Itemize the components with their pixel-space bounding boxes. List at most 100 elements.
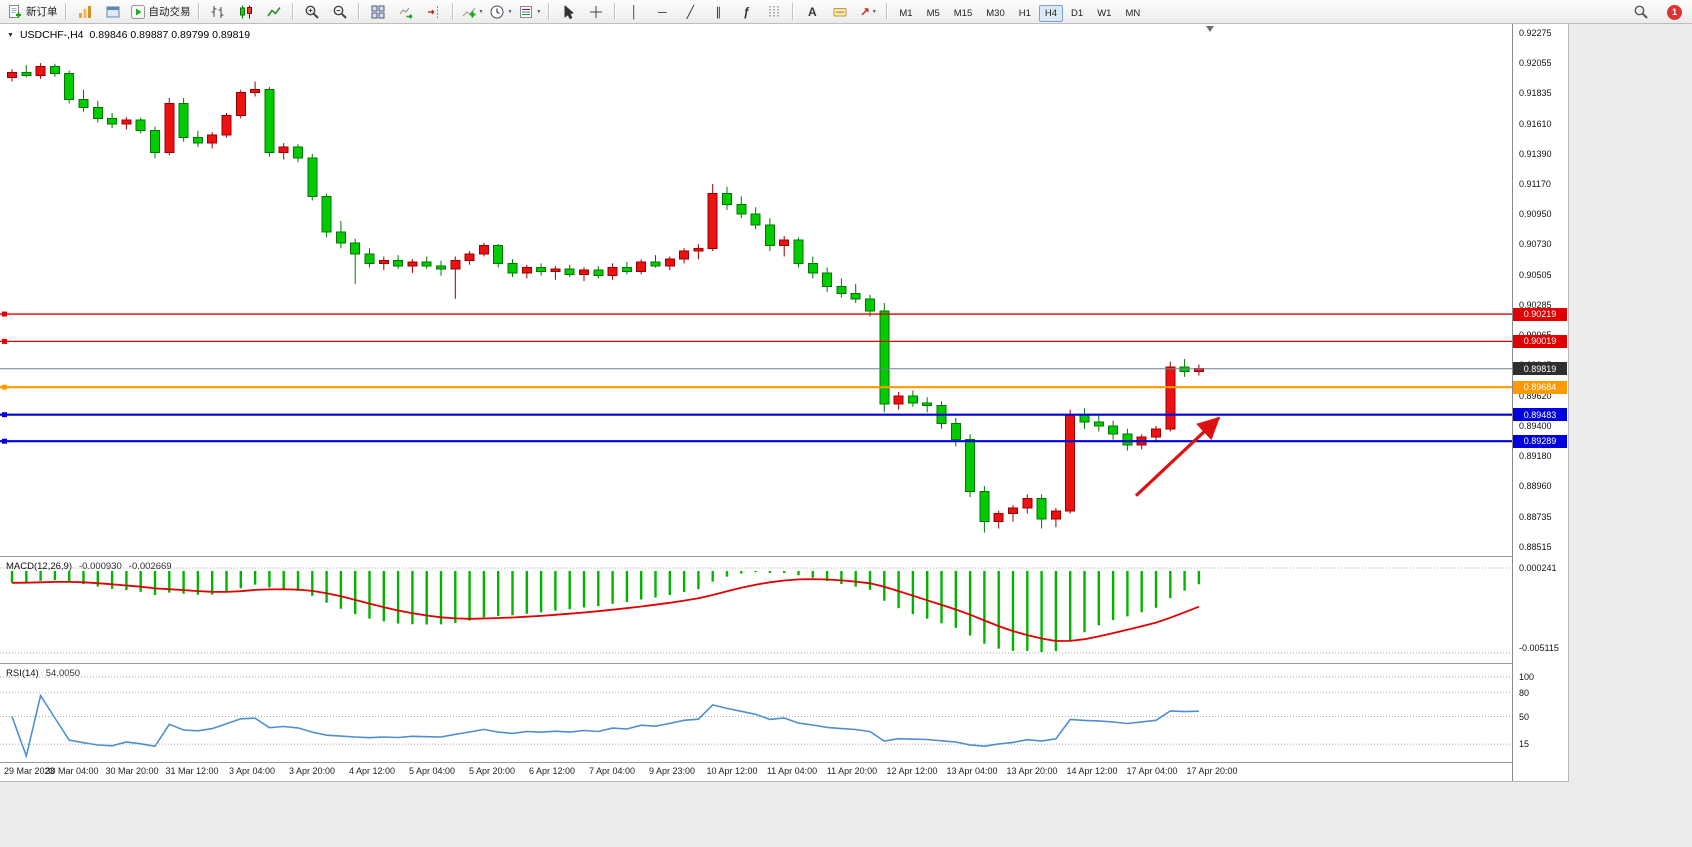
timeframe-h4-button[interactable]: H4	[1038, 4, 1064, 22]
line-anchor-marker[interactable]	[2, 438, 7, 444]
templates-button[interactable]: ▼	[515, 1, 544, 23]
rsi-axis-label: 15	[1519, 739, 1530, 750]
candle-down	[1122, 433, 1133, 446]
candle-down	[950, 422, 961, 441]
candle-up	[1151, 428, 1161, 438]
auto-scroll-button[interactable]	[392, 1, 420, 23]
candle-down	[150, 130, 160, 154]
candle-down	[92, 107, 103, 119]
trendline-button[interactable]: ╱	[676, 1, 704, 23]
crosshair-button[interactable]	[582, 1, 610, 23]
symbol-period-label: USDCHF-,H4	[19, 29, 84, 41]
time-axis[interactable]: 29 Mar 2023 30 Mar 04:00 30 Mar 20:00 31 Ma…	[0, 763, 1512, 781]
macd-pane[interactable]	[0, 557, 1512, 663]
candlestick-chart-button[interactable]	[232, 1, 260, 23]
candle-up	[1165, 366, 1176, 430]
candle-up	[250, 89, 261, 93]
candle-up	[164, 102, 175, 154]
line-anchor-marker[interactable]	[2, 412, 7, 418]
cursor-button[interactable]	[554, 1, 582, 23]
timeframe-m15-button[interactable]: M15	[953, 7, 973, 19]
candle-up	[464, 253, 475, 262]
search-button[interactable]	[1627, 1, 1655, 23]
tile-windows-button[interactable]	[364, 1, 392, 23]
date-tick-label: 7 Apr 04:00	[588, 766, 636, 776]
date-tick-label: 13 Apr 20:00	[1006, 766, 1058, 776]
candle-up	[579, 269, 589, 275]
date-tick-label: 30 Mar 04:00	[45, 766, 99, 776]
line-anchor-marker[interactable]	[2, 384, 7, 390]
candle-up	[707, 193, 718, 249]
rsi-axis-label: 50	[1519, 711, 1530, 722]
candle-down	[807, 262, 818, 274]
candle-down	[764, 224, 775, 247]
price-pane[interactable]	[0, 24, 1512, 557]
timeframe-d1-button[interactable]: D1	[1071, 7, 1084, 19]
timeframe-m1-button[interactable]: M1	[899, 7, 913, 19]
trend-arrow-annotation[interactable]	[1134, 416, 1221, 497]
chart-menu-icon[interactable]: ▼	[7, 31, 14, 39]
candle-down	[593, 269, 604, 277]
timeframe-w1-button[interactable]: W1	[1097, 7, 1112, 19]
text-label-icon	[833, 7, 847, 16]
periods-button[interactable]: ▼	[486, 1, 515, 23]
fibonacci-button[interactable]: ƒ	[732, 1, 760, 23]
candle-up	[450, 260, 461, 270]
bar-chart-button[interactable]	[204, 1, 232, 23]
equidistant-channel-button[interactable]: ∥	[704, 1, 732, 23]
candle-down	[536, 266, 547, 273]
notifications-badge[interactable]: 1	[1667, 4, 1682, 20]
date-tick-label: 17 Apr 20:00	[1186, 766, 1238, 776]
line-chart-button[interactable]	[260, 1, 288, 23]
zoom-in-button[interactable]	[298, 1, 326, 23]
candle-up	[207, 134, 218, 144]
navigator-icon	[106, 6, 119, 17]
navigator-button[interactable]	[99, 1, 127, 23]
timeframe-h1-button[interactable]: H1	[1018, 7, 1031, 19]
date-tick-label: 14 Apr 12:00	[1066, 766, 1118, 776]
timeframe-m30-button[interactable]: M30	[986, 7, 1005, 19]
text-button[interactable]: A	[798, 1, 826, 23]
candle-down	[421, 261, 432, 267]
candle-up	[664, 258, 675, 267]
horizontal-line-button[interactable]: ─	[648, 1, 676, 23]
text-label-button[interactable]	[826, 1, 854, 23]
rsi-pane[interactable]	[0, 664, 1512, 762]
chevron-down-icon: ▼	[478, 8, 484, 15]
price-tag: 0.89684	[1513, 380, 1567, 394]
candle-up	[521, 266, 532, 274]
timeframe-m5-button[interactable]: M5	[926, 7, 940, 19]
cycle-lines-icon	[769, 5, 779, 18]
indicators-button[interactable]: ▼	[458, 1, 487, 23]
price-scale[interactable]: 0.000241 -0.005115 0.92275 0.92055 0.91835…	[1512, 24, 1568, 781]
chevron-down-icon: ▼	[536, 8, 542, 15]
market-watch-button[interactable]	[71, 1, 99, 23]
candle-up	[1065, 414, 1076, 512]
cursor-icon	[564, 5, 574, 19]
line-anchor-marker[interactable]	[2, 311, 7, 317]
pane-separator[interactable]	[0, 556, 1568, 557]
candle-up	[607, 266, 618, 277]
vertical-line-button[interactable]: │	[620, 1, 648, 23]
toolbar-separator	[357, 3, 360, 20]
price-tick-label: 0.89180	[1519, 451, 1552, 462]
new-order-button[interactable]: 新订单	[4, 1, 61, 23]
zoom-out-button[interactable]	[326, 1, 354, 23]
zoom-out-icon	[333, 5, 347, 19]
arrows-button[interactable]: ↗ ▼	[854, 1, 882, 23]
timeframe-mn-button[interactable]: MN	[1125, 7, 1141, 19]
candle-down	[192, 137, 203, 144]
line-anchor-marker[interactable]	[2, 338, 7, 344]
candle-down	[350, 242, 361, 255]
cycle-lines-button[interactable]	[760, 1, 788, 23]
pane-separator[interactable]	[0, 663, 1568, 664]
auto-scroll-icon	[399, 7, 412, 19]
toolbar-separator	[451, 3, 454, 20]
date-tick-label: 12 Apr 12:00	[886, 766, 938, 776]
chart-shift-marker[interactable]	[1206, 26, 1214, 32]
chart-shift-button[interactable]	[420, 1, 448, 23]
candle-down	[650, 261, 661, 267]
autotrading-button[interactable]: 自动交易	[127, 1, 194, 23]
price-tick-label: 0.90505	[1519, 269, 1552, 280]
